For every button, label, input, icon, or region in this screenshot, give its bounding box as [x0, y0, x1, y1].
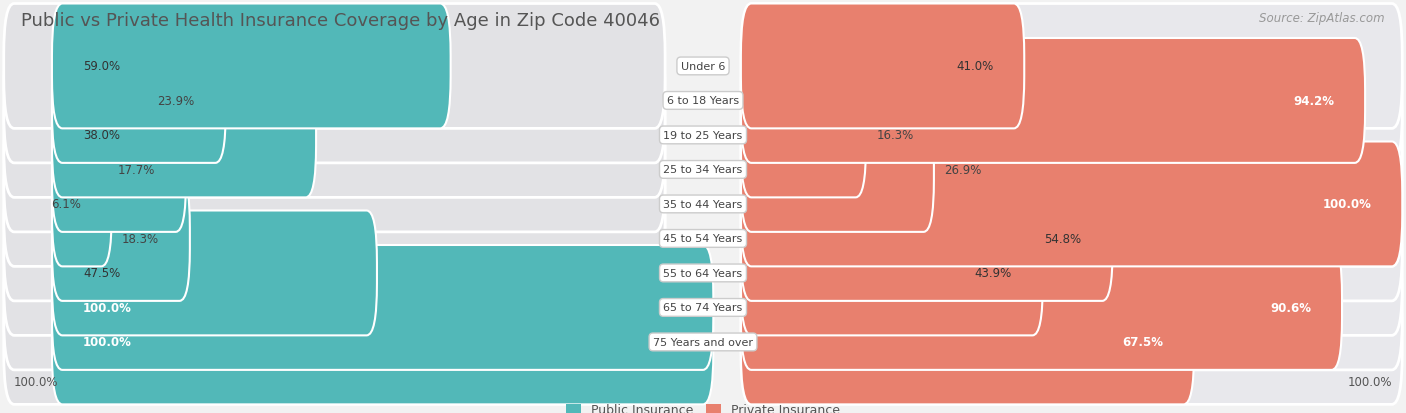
- FancyBboxPatch shape: [4, 142, 665, 267]
- FancyBboxPatch shape: [741, 142, 1402, 267]
- FancyBboxPatch shape: [52, 5, 451, 129]
- Text: 6 to 18 Years: 6 to 18 Years: [666, 96, 740, 106]
- Text: 75 Years and over: 75 Years and over: [652, 337, 754, 347]
- Text: 18.3%: 18.3%: [122, 233, 159, 245]
- Text: 16.3%: 16.3%: [876, 129, 914, 142]
- FancyBboxPatch shape: [741, 211, 1043, 335]
- FancyBboxPatch shape: [741, 108, 1402, 232]
- Text: 100.0%: 100.0%: [83, 336, 132, 349]
- FancyBboxPatch shape: [741, 5, 1024, 129]
- Text: 43.9%: 43.9%: [974, 267, 1012, 280]
- FancyBboxPatch shape: [741, 108, 934, 232]
- Text: 100.0%: 100.0%: [83, 301, 132, 314]
- Text: 26.9%: 26.9%: [945, 164, 981, 176]
- FancyBboxPatch shape: [741, 177, 1112, 301]
- Text: 59.0%: 59.0%: [83, 60, 120, 73]
- FancyBboxPatch shape: [741, 74, 1402, 198]
- Text: 55 to 64 Years: 55 to 64 Years: [664, 268, 742, 278]
- Text: 94.2%: 94.2%: [1294, 95, 1334, 108]
- FancyBboxPatch shape: [4, 245, 665, 370]
- Text: Public vs Private Health Insurance Coverage by Age in Zip Code 40046: Public vs Private Health Insurance Cover…: [21, 12, 659, 30]
- FancyBboxPatch shape: [4, 5, 665, 129]
- Text: 19 to 25 Years: 19 to 25 Years: [664, 131, 742, 140]
- FancyBboxPatch shape: [52, 211, 377, 335]
- FancyBboxPatch shape: [741, 5, 1402, 129]
- FancyBboxPatch shape: [4, 211, 665, 335]
- FancyBboxPatch shape: [52, 280, 713, 404]
- Text: 41.0%: 41.0%: [956, 60, 993, 73]
- FancyBboxPatch shape: [741, 39, 1402, 164]
- Text: 65 to 74 Years: 65 to 74 Years: [664, 303, 742, 313]
- Text: 45 to 54 Years: 45 to 54 Years: [664, 234, 742, 244]
- FancyBboxPatch shape: [741, 177, 1402, 301]
- Text: Under 6: Under 6: [681, 62, 725, 72]
- FancyBboxPatch shape: [741, 211, 1402, 335]
- Text: 100.0%: 100.0%: [14, 375, 59, 388]
- FancyBboxPatch shape: [52, 177, 190, 301]
- Text: 100.0%: 100.0%: [1323, 198, 1371, 211]
- FancyBboxPatch shape: [4, 177, 665, 301]
- FancyBboxPatch shape: [741, 280, 1402, 404]
- FancyBboxPatch shape: [741, 280, 1194, 404]
- FancyBboxPatch shape: [52, 74, 316, 198]
- Text: 23.9%: 23.9%: [157, 95, 195, 108]
- Text: Source: ZipAtlas.com: Source: ZipAtlas.com: [1260, 12, 1385, 25]
- FancyBboxPatch shape: [4, 280, 665, 404]
- FancyBboxPatch shape: [4, 108, 665, 232]
- Text: 6.1%: 6.1%: [51, 198, 80, 211]
- FancyBboxPatch shape: [741, 245, 1402, 370]
- FancyBboxPatch shape: [52, 142, 111, 267]
- Legend: Public Insurance, Private Insurance: Public Insurance, Private Insurance: [561, 398, 845, 413]
- Text: 17.7%: 17.7%: [118, 164, 155, 176]
- FancyBboxPatch shape: [741, 142, 1402, 267]
- Text: 54.8%: 54.8%: [1045, 233, 1081, 245]
- Text: 35 to 44 Years: 35 to 44 Years: [664, 199, 742, 209]
- Text: 100.0%: 100.0%: [1347, 375, 1392, 388]
- FancyBboxPatch shape: [52, 108, 186, 232]
- Text: 67.5%: 67.5%: [1122, 336, 1163, 349]
- Text: 25 to 34 Years: 25 to 34 Years: [664, 165, 742, 175]
- Text: 47.5%: 47.5%: [83, 267, 120, 280]
- FancyBboxPatch shape: [741, 39, 1365, 164]
- FancyBboxPatch shape: [52, 39, 226, 164]
- FancyBboxPatch shape: [741, 74, 866, 198]
- FancyBboxPatch shape: [4, 39, 665, 164]
- FancyBboxPatch shape: [52, 245, 713, 370]
- FancyBboxPatch shape: [4, 74, 665, 198]
- Text: 90.6%: 90.6%: [1270, 301, 1310, 314]
- FancyBboxPatch shape: [741, 245, 1343, 370]
- Text: 38.0%: 38.0%: [83, 129, 120, 142]
